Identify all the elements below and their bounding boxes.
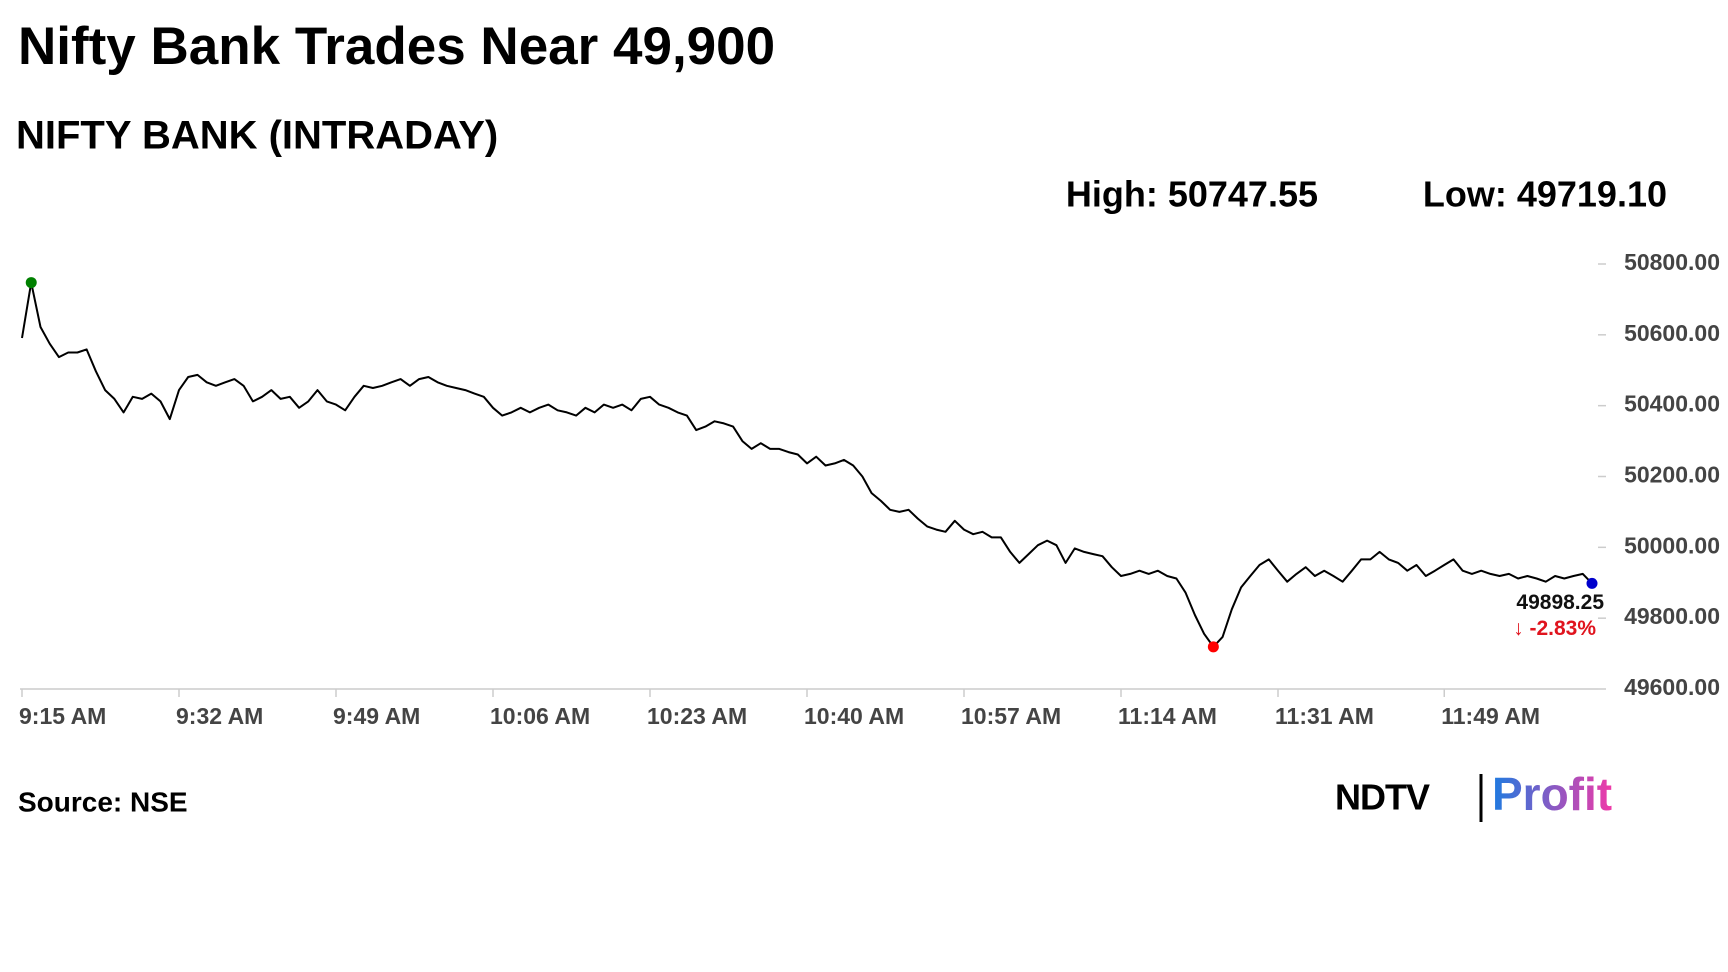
high-label: High: 50747.55 — [1066, 174, 1318, 215]
point-marker — [1207, 641, 1219, 653]
logo-left: NDTV — [1335, 777, 1430, 818]
x-tick-label: 9:49 AM — [333, 703, 420, 729]
x-tick-label: 11:31 AM — [1275, 703, 1374, 729]
price-line — [21, 281, 1593, 648]
y-tick-label: 49800.00 — [1624, 603, 1720, 629]
change-label: ↓ -2.83% — [1513, 617, 1596, 640]
last-value-label: 49898.25 — [1516, 591, 1604, 614]
x-tick-label: 9:15 AM — [19, 703, 106, 729]
source: Source: NSE — [18, 786, 188, 817]
point-marker — [1586, 577, 1598, 589]
x-tick-label: 11:14 AM — [1118, 703, 1217, 729]
y-tick-label: 50200.00 — [1624, 462, 1720, 488]
y-tick-label: 50000.00 — [1624, 532, 1720, 558]
low-label: Low: 49719.10 — [1423, 174, 1667, 215]
y-tick-label: 49600.00 — [1624, 674, 1720, 700]
y-tick-label: 50600.00 — [1624, 320, 1720, 346]
x-tick-label: 10:06 AM — [490, 703, 590, 729]
x-tick-label: 10:40 AM — [804, 703, 904, 729]
x-tick-label: 9:32 AM — [176, 703, 263, 729]
point-marker — [25, 277, 37, 289]
logo-right: Profit — [1492, 768, 1612, 820]
chart-title: Nifty Bank Trades Near 49,900 — [18, 17, 775, 76]
y-tick-label: 50400.00 — [1624, 391, 1720, 417]
x-tick-label: 10:23 AM — [647, 703, 747, 729]
x-tick-label: 11:49 AM — [1441, 703, 1540, 729]
x-tick-label: 10:57 AM — [961, 703, 1061, 729]
y-tick-label: 50800.00 — [1624, 249, 1720, 275]
chart-subtitle: NIFTY BANK (INTRADAY) — [16, 114, 498, 158]
